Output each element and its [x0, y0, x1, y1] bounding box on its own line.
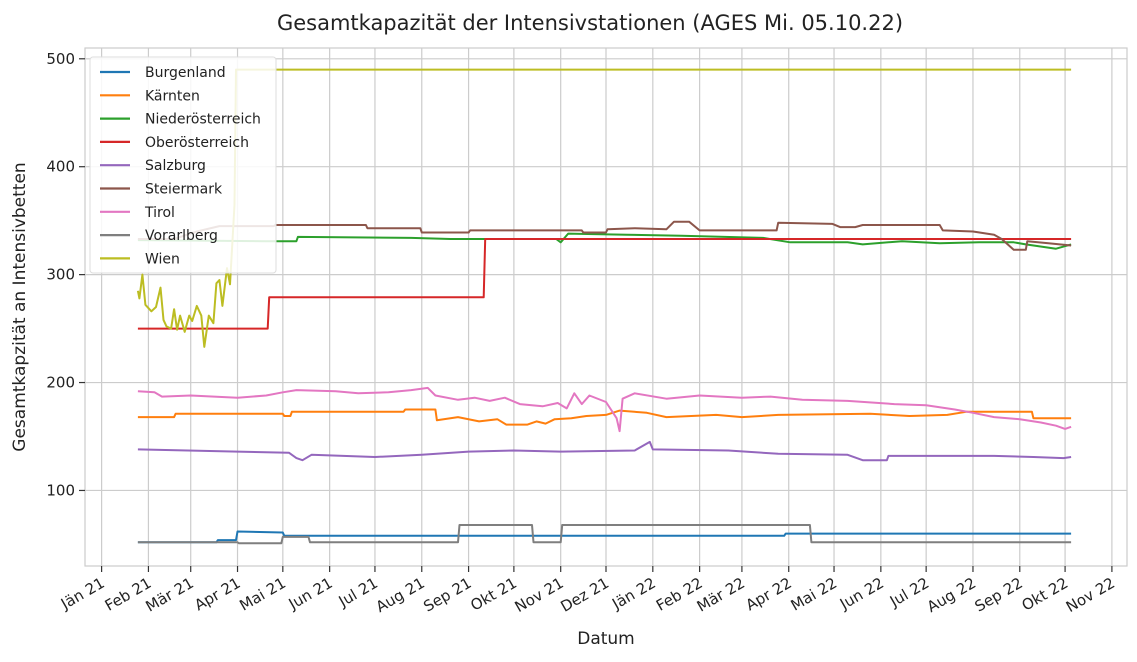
y-tick-label: 500 [46, 50, 75, 68]
y-tick-label: 300 [46, 266, 75, 284]
x-tick-label: Mai 22 [788, 574, 840, 615]
legend-label: Wien [145, 251, 180, 267]
legend-label: Burgenland [145, 65, 226, 81]
series-line-vorarlberg [137, 524, 1072, 545]
x-tick-label: Okt 22 [1019, 574, 1072, 615]
legend-label: Vorarlberg [145, 228, 218, 244]
series-line-oberosterreich [137, 238, 1072, 330]
series-line-salzburg [137, 440, 1072, 462]
x-tick-label: Jun 22 [836, 574, 887, 614]
legend-label: Tirol [144, 205, 175, 221]
x-tick-label: Apr 21 [191, 574, 243, 614]
x-tick-label: Jul 21 [335, 574, 381, 611]
x-tick-label: Jän 21 [57, 574, 108, 614]
y-axis: 100 200 300 400 500 [46, 50, 85, 499]
x-tick-label: Jän 22 [608, 574, 659, 614]
x-tick-label: Aug 21 [373, 574, 428, 616]
x-tick-label: Nov 21 [512, 574, 567, 616]
chart-title: Gesamtkapazität der Intensivstationen (A… [277, 11, 903, 35]
x-tick-label: Jun 21 [285, 574, 336, 614]
y-tick-label: 100 [46, 481, 75, 499]
y-tick-label: 200 [46, 374, 75, 392]
legend-label: Kärnten [145, 88, 200, 104]
legend-label: Salzburg [145, 158, 206, 174]
series-line-tirol [137, 386, 1072, 433]
y-axis-label: Gesamtkapzität an Intensivbetten [10, 162, 30, 451]
x-tick-label: Nov 22 [1063, 574, 1118, 616]
x-axis-label: Datum [577, 629, 635, 649]
y-tick-label: 400 [46, 158, 75, 176]
x-tick-label: Aug 22 [924, 574, 979, 616]
x-tick-label: Okt 21 [467, 574, 520, 615]
series-line-burgenland [137, 530, 1072, 544]
series-line-karnten [137, 408, 1072, 426]
legend-label: Steiermark [145, 182, 223, 198]
legend: Burgenland Kärnten Niederösterreich Oberöst… [89, 56, 277, 274]
legend-label: Niederösterreich [145, 112, 261, 128]
x-tick-label: Mär 21 [143, 574, 197, 616]
x-tick-label: Mär 22 [694, 574, 748, 616]
legend-label: Oberösterreich [145, 135, 249, 151]
series-line-niederosterreich [137, 232, 1072, 250]
x-tick-label: Sep 22 [972, 574, 1026, 616]
x-tick-label: Apr 22 [743, 574, 795, 614]
x-tick-label: Dez 21 [558, 574, 612, 616]
x-tick-label: Jul 22 [886, 574, 932, 611]
x-tick-label: Sep 21 [420, 574, 474, 616]
x-tick-label: Mai 21 [236, 574, 288, 615]
legend-box [89, 56, 277, 274]
series-line-steiermark [137, 220, 1072, 251]
